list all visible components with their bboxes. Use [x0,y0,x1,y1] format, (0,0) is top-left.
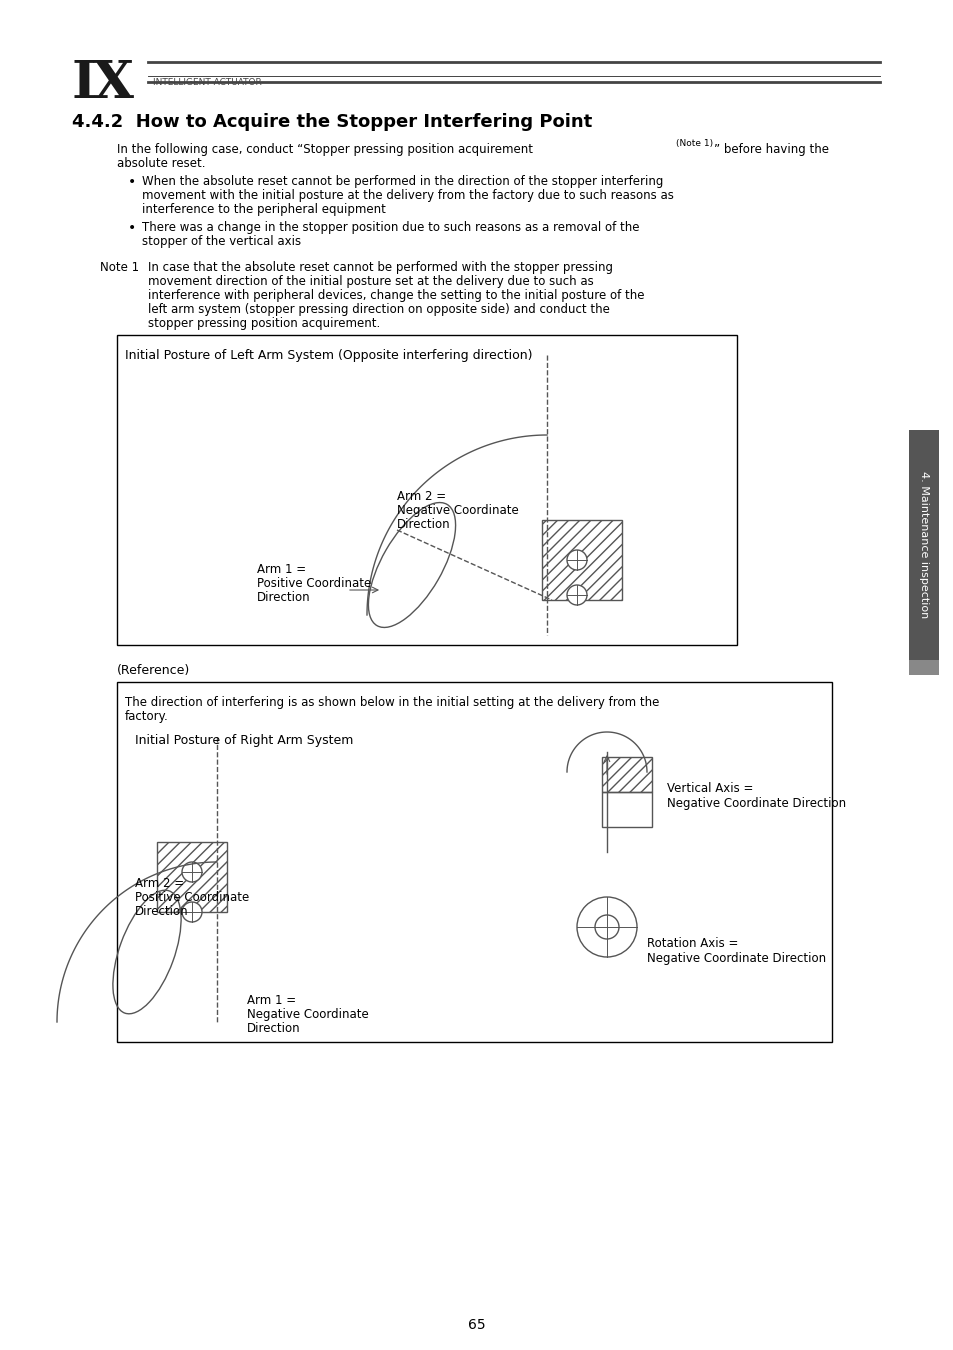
Text: Arm 2 =: Arm 2 = [135,878,184,890]
Text: movement direction of the initial posture set at the delivery due to such as: movement direction of the initial postur… [148,275,593,288]
Text: I: I [71,58,96,109]
Text: 4. Maintenance inspection: 4. Maintenance inspection [918,471,928,618]
Text: Arm 1 =: Arm 1 = [256,563,306,576]
Text: In case that the absolute reset cannot be performed with the stopper pressing: In case that the absolute reset cannot b… [148,261,613,274]
Text: movement with the initial posture at the delivery from the factory due to such r: movement with the initial posture at the… [142,189,673,202]
Circle shape [182,863,202,882]
Bar [908,660,938,675]
Text: Arm 2 =: Arm 2 = [396,490,446,504]
Text: Direction: Direction [247,1022,300,1035]
Bar [157,842,227,913]
Text: The direction of interfering is as shown below in the initial setting at the del: The direction of interfering is as shown… [125,697,659,709]
Bar [601,757,651,792]
Text: absolute reset.: absolute reset. [117,157,205,170]
Text: Direction: Direction [135,904,189,918]
Text: 4.4.2  How to Acquire the Stopper Interfering Point: 4.4.2 How to Acquire the Stopper Interfe… [71,113,592,131]
Circle shape [566,549,586,570]
Text: left arm system (stopper pressing direction on opposite side) and conduct the: left arm system (stopper pressing direct… [148,302,609,316]
Bar [541,520,621,599]
Text: •: • [128,176,136,189]
Text: Positive Coordinate: Positive Coordinate [135,891,249,904]
Text: Initial Posture of Right Arm System: Initial Posture of Right Arm System [135,734,353,747]
Text: factory.: factory. [125,710,169,724]
Text: In the following case, conduct “Stopper pressing position acquirement: In the following case, conduct “Stopper … [117,143,537,157]
Text: Rotation Axis =
Negative Coordinate Direction: Rotation Axis = Negative Coordinate Dire… [646,937,825,965]
Text: 65: 65 [468,1318,485,1332]
Text: Note 1: Note 1 [100,261,139,274]
Text: Negative Coordinate: Negative Coordinate [247,1008,369,1021]
Text: Positive Coordinate: Positive Coordinate [256,576,371,590]
Text: Vertical Axis =
Negative Coordinate Direction: Vertical Axis = Negative Coordinate Dire… [666,782,845,810]
Bar [117,682,831,1042]
Circle shape [182,902,202,922]
Text: Direction: Direction [396,518,450,531]
Bar [117,335,737,645]
Text: There was a change in the stopper position due to such reasons as a removal of t: There was a change in the stopper positi… [142,221,639,234]
Text: •: • [128,221,136,235]
Text: Arm 1 =: Arm 1 = [247,994,295,1007]
Circle shape [566,585,586,605]
Text: Initial Posture of Left Arm System (Opposite interfering direction): Initial Posture of Left Arm System (Oppo… [125,350,532,362]
Text: INTELLIGENT ACTUATOR: INTELLIGENT ACTUATOR [152,78,261,86]
Text: interference with peripheral devices, change the setting to the initial posture : interference with peripheral devices, ch… [148,289,644,302]
Text: When the absolute reset cannot be performed in the direction of the stopper inte: When the absolute reset cannot be perfor… [142,176,662,188]
Text: ” before having the: ” before having the [713,143,828,157]
Bar [601,792,651,828]
Text: interference to the peripheral equipment: interference to the peripheral equipment [142,202,385,216]
Text: (Note 1): (Note 1) [676,139,713,148]
Text: X: X [92,58,133,109]
Circle shape [595,915,618,940]
Text: (Reference): (Reference) [117,664,190,676]
Text: Direction: Direction [256,591,311,603]
Text: Negative Coordinate: Negative Coordinate [396,504,518,517]
Circle shape [577,896,637,957]
Text: stopper pressing position acquirement.: stopper pressing position acquirement. [148,317,380,329]
Text: stopper of the vertical axis: stopper of the vertical axis [142,235,301,248]
Bar [908,431,938,660]
